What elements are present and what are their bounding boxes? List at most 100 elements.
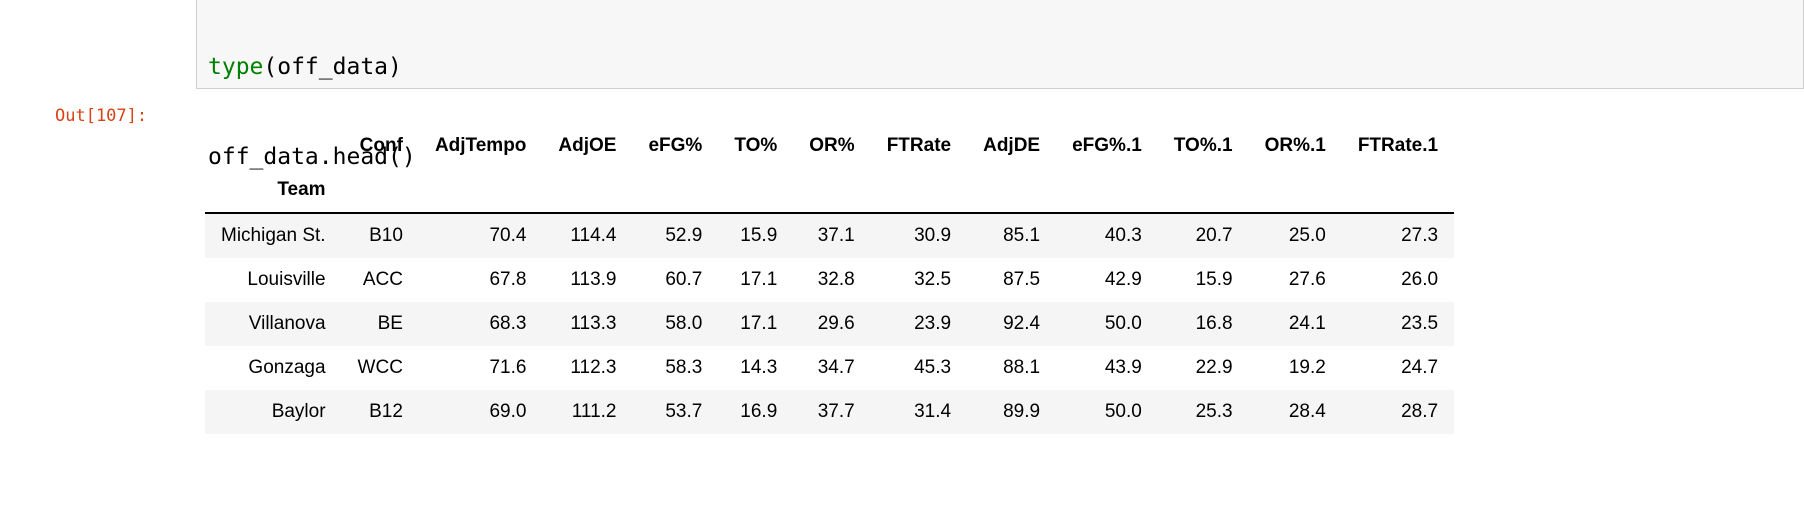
builtin-keyword: type <box>208 54 264 80</box>
table-cell: 19.2 <box>1288 357 1326 378</box>
table-cell: 14.3 <box>740 357 778 378</box>
table-cell: 87.5 <box>1003 269 1041 290</box>
table-cell: 26.0 <box>1401 269 1439 290</box>
table-cell: 28.7 <box>1401 401 1439 422</box>
table-cell: 113.3 <box>570 313 617 334</box>
table-cell: B10 <box>369 225 403 246</box>
header-row-columns: Conf AdjTempo AdjOE eFG% TO% OR% FTRate AdjDE eF… <box>205 124 1454 168</box>
table-cell: 20.7 <box>1195 225 1233 246</box>
row-index-label: Louisville <box>247 269 326 290</box>
table-cell: 60.7 <box>665 269 703 290</box>
table-cell: 28.4 <box>1288 401 1326 422</box>
blank-header <box>870 168 968 214</box>
dataframe-output: Conf AdjTempo AdjOE eFG% TO% OR% FTRate AdjDE eF… <box>205 124 1455 434</box>
blank-header <box>542 168 633 214</box>
table-cell: 32.5 <box>914 269 952 290</box>
table-cell: 71.6 <box>489 357 527 378</box>
blank-header <box>967 168 1057 214</box>
table-cell: 43.9 <box>1104 357 1142 378</box>
table-row: Baylor B12 69.0 111.2 53.7 16.9 37.7 31.4 89.9 50… <box>205 390 1455 434</box>
table-cell: ACC <box>362 269 403 290</box>
table-cell: 25.3 <box>1195 401 1233 422</box>
table-cell: 52.9 <box>665 225 703 246</box>
column-header: TO%.1 <box>1173 135 1233 156</box>
table-cell: 16.8 <box>1195 313 1233 334</box>
table-cell: 42.9 <box>1104 269 1142 290</box>
dataframe-head: Conf AdjTempo AdjOE eFG% TO% OR% FTRate AdjDE eF… <box>205 124 1455 214</box>
table-cell: 34.7 <box>817 357 855 378</box>
table-cell: 114.4 <box>570 225 617 246</box>
table-cell: 68.3 <box>489 313 527 334</box>
column-header: AdjDE <box>983 135 1041 156</box>
blank-header <box>341 168 419 214</box>
table-row: Louisville ACC 67.8 113.9 60.7 17.1 32.8 32.5 87… <box>205 258 1454 302</box>
table-cell: 92.4 <box>1003 313 1041 334</box>
code-text: (off_data) <box>263 54 402 80</box>
column-header: OR% <box>809 135 855 156</box>
table-cell: 85.1 <box>1003 225 1041 246</box>
table-cell: 27.6 <box>1288 269 1326 290</box>
table-cell: 27.3 <box>1401 225 1439 246</box>
dataframe-body: Michigan St. B10 70.4 114.4 52.9 15.9 37.1 30.9… <box>205 213 1455 434</box>
out-prompt: Out[107]: <box>55 106 148 126</box>
table-cell: 22.9 <box>1195 357 1233 378</box>
table-cell: WCC <box>357 357 403 378</box>
row-index-label: Baylor <box>271 401 326 422</box>
table-row: Michigan St. B10 70.4 114.4 52.9 15.9 37.1 30.9… <box>205 213 1455 258</box>
blank-header <box>418 168 543 214</box>
column-header: AdjOE <box>558 135 617 156</box>
table-cell: BE <box>377 313 403 334</box>
table-cell: 58.0 <box>665 313 703 334</box>
table-cell: 25.0 <box>1288 225 1326 246</box>
column-header: eFG% <box>648 135 703 156</box>
table-cell: 37.7 <box>817 401 855 422</box>
code-editor[interactable]: type(off_data) off_data.head() <box>208 0 1803 232</box>
column-header: Conf <box>359 135 403 156</box>
table-cell: 58.3 <box>665 357 703 378</box>
table-cell: 70.4 <box>489 225 527 246</box>
blank-header <box>1157 168 1249 214</box>
table-cell: 37.1 <box>817 225 855 246</box>
table-cell: 30.9 <box>914 225 952 246</box>
table-cell: 16.9 <box>740 401 778 422</box>
table-cell: 40.3 <box>1104 225 1142 246</box>
table-cell: 23.9 <box>914 313 952 334</box>
code-line-2: off_data.head() <box>208 142 1803 172</box>
table-cell: 23.5 <box>1401 313 1439 334</box>
row-index-label: Villanova <box>248 313 326 334</box>
table-row: Gonzaga WCC 71.6 112.3 58.3 14.3 34.7 45.3 88.1 4… <box>205 346 1454 390</box>
column-header: FTRate.1 <box>1357 135 1439 156</box>
blank-header <box>1341 168 1455 214</box>
index-name-label: Team <box>205 168 342 214</box>
dataframe-table: Conf AdjTempo AdjOE eFG% TO% OR% FTRate AdjDE eF… <box>205 124 1455 434</box>
row-index-label: Gonzaga <box>248 357 326 378</box>
table-cell: 45.3 <box>914 357 952 378</box>
column-header: OR%.1 <box>1264 135 1326 156</box>
row-index-label: Michigan St. <box>221 225 326 246</box>
index-corner <box>205 124 342 168</box>
table-cell: B12 <box>369 401 403 422</box>
table-cell: 112.3 <box>570 357 617 378</box>
table-row: Villanova BE 68.3 113.3 58.0 17.1 29.6 23.9 92.4… <box>205 302 1455 346</box>
code-line-1: type(off_data) <box>208 52 1803 82</box>
table-cell: 50.0 <box>1104 401 1142 422</box>
table-cell: 24.1 <box>1288 313 1326 334</box>
table-cell: 29.6 <box>817 313 855 334</box>
code-cell[interactable]: type(off_data) off_data.head() <box>196 0 1804 170</box>
header-row-index-name: Team <box>205 168 1455 214</box>
table-cell: 15.9 <box>1195 269 1233 290</box>
column-header: eFG%.1 <box>1072 135 1142 156</box>
blank-header <box>1056 168 1158 214</box>
table-cell: 69.0 <box>489 401 527 422</box>
table-cell: 113.9 <box>570 269 617 290</box>
blank-header <box>632 168 719 214</box>
blank-header <box>718 168 794 214</box>
table-cell: 32.8 <box>817 269 855 290</box>
table-cell: 31.4 <box>914 401 952 422</box>
table-cell: 17.1 <box>740 269 778 290</box>
blank-header <box>1248 168 1342 214</box>
table-cell: 24.7 <box>1401 357 1439 378</box>
table-cell: 15.9 <box>740 225 778 246</box>
table-cell: 88.1 <box>1003 357 1041 378</box>
